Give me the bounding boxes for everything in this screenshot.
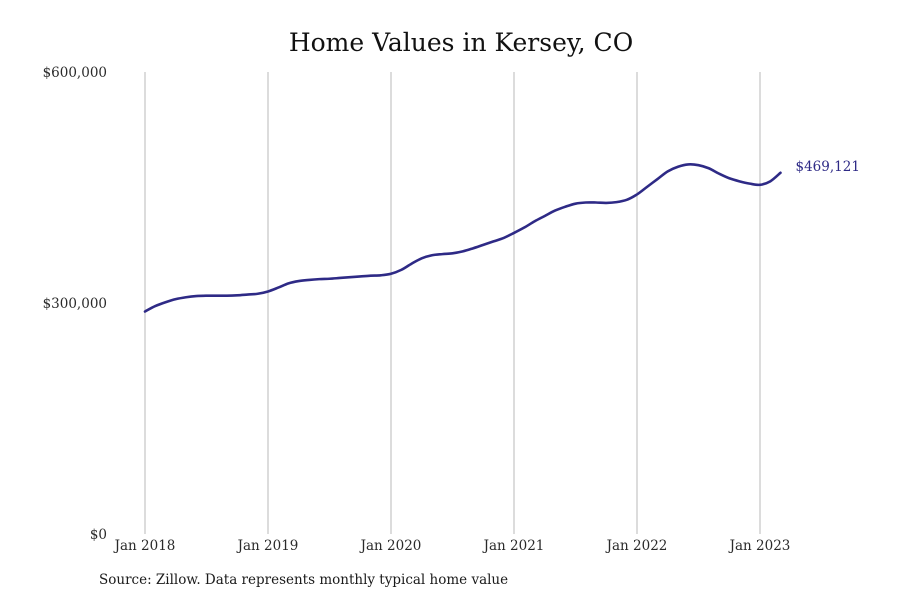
x-tick-label: Jan 2018 xyxy=(113,538,176,554)
grid-layer xyxy=(144,72,761,534)
chart-title: Home Values in Kersey, CO xyxy=(289,28,633,57)
source-note: Source: Zillow. Data represents monthly … xyxy=(99,572,509,588)
end-value-label: $469,121 xyxy=(796,159,860,175)
series-line-home-value xyxy=(143,163,782,313)
x-tick-label: Jan 2020 xyxy=(359,538,422,554)
x-tick-label: Jan 2021 xyxy=(482,538,545,554)
x-tick-label: Jan 2022 xyxy=(605,538,668,554)
x-axis: Jan 2018 Jan 2019 Jan 2020 Jan 2021 Jan 2022… xyxy=(113,538,791,554)
y-tick-label: $0 xyxy=(90,527,107,543)
y-tick-label: $300,000 xyxy=(43,296,107,312)
x-tick-label: Jan 2023 xyxy=(728,538,791,554)
y-axis: $0 $300,000 $600,000 xyxy=(43,65,107,543)
series-layer xyxy=(143,163,782,313)
x-tick-label: Jan 2019 xyxy=(236,538,299,554)
y-tick-label: $600,000 xyxy=(43,65,107,81)
